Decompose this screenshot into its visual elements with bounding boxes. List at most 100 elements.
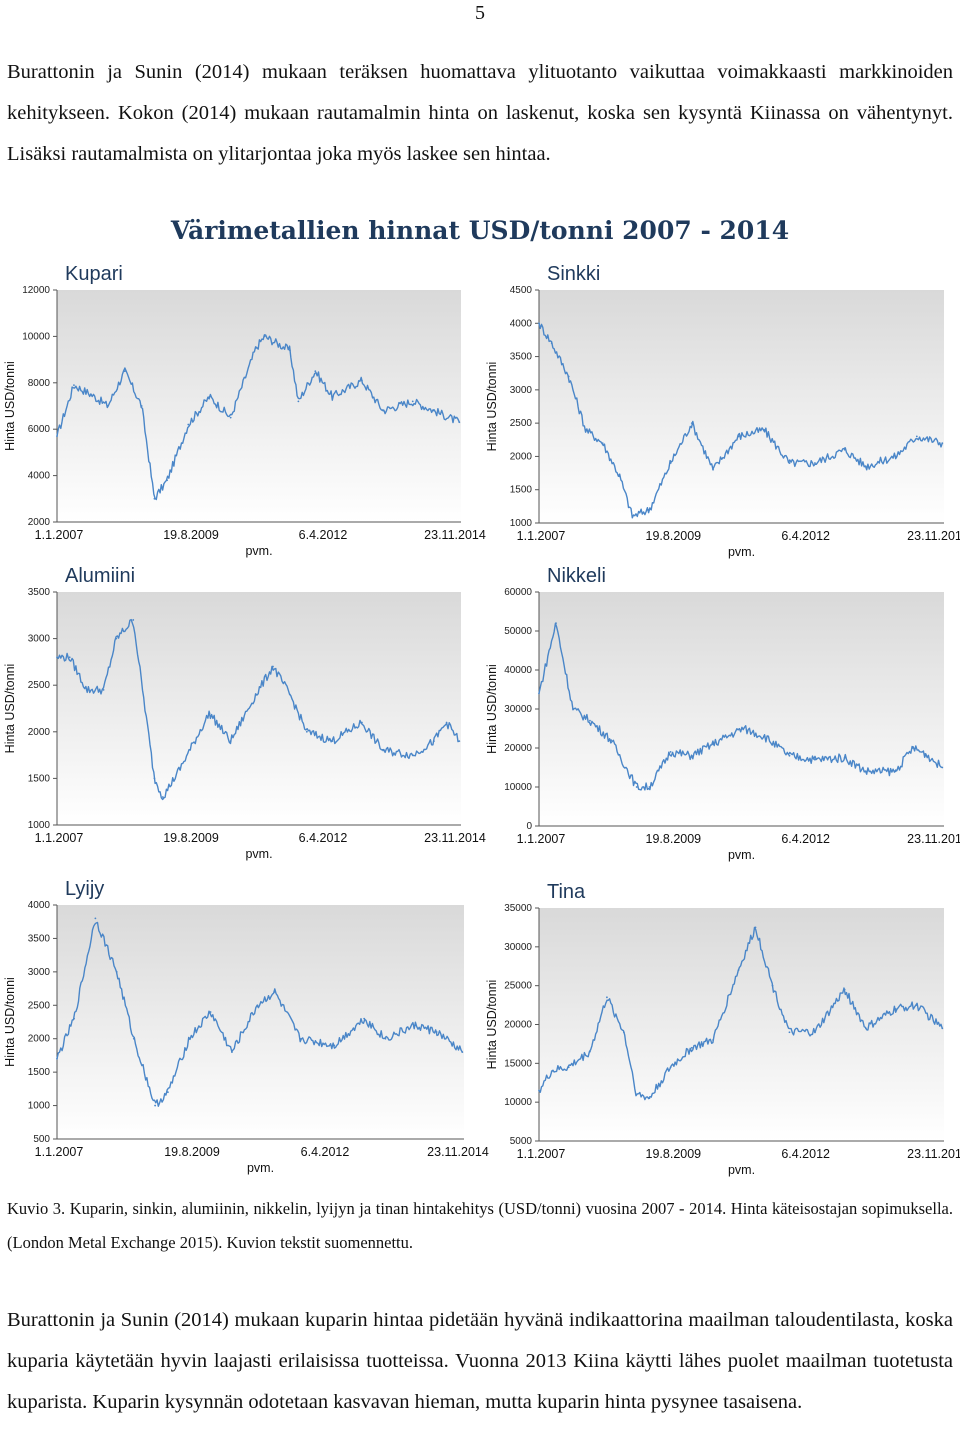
y-axis-label: Hinta USD/tonni [485,664,499,754]
y-tick-label: 3000 [28,967,51,978]
data-point [941,766,944,769]
data-point [814,1031,816,1034]
data-point [363,1017,366,1020]
data-point [712,1039,714,1041]
data-point [690,1046,693,1049]
data-point [648,786,651,788]
data-point [187,423,190,426]
y-tick-label: 15000 [504,1058,532,1069]
data-point [610,739,613,742]
figure-caption: Kuvio 3. Kuparin, sinkin, alumiinin, nik… [7,1199,953,1252]
data-point [648,1097,651,1100]
y-tick-label: 2500 [28,680,51,691]
data-point [690,422,693,425]
x-axis-label: pvm. [728,1163,755,1177]
data-point [361,379,363,382]
data-point [56,435,58,438]
data-point [584,428,587,431]
y-tick-label: 10000 [504,1097,532,1108]
x-tick-label: 19.8.2009 [163,528,219,542]
plot-area [539,908,944,1141]
data-point [229,740,232,743]
y-tick-label: 3500 [28,933,51,944]
y-axis-label: Hinta USD/tonni [485,362,499,452]
figure-title: Värimetallien hinnat USD/tonni 2007 - 20… [170,216,790,245]
data-point [589,1050,591,1053]
plot-area [57,905,464,1139]
y-axis-label: Hinta USD/tonni [3,664,17,754]
data-point [140,405,143,407]
x-tick-label: 1.1.2007 [517,832,566,846]
y-tick-label: 4500 [510,285,533,296]
data-point [208,395,211,398]
data-point [814,758,816,761]
y-tick-label: 20000 [504,1020,532,1031]
data-point [771,984,774,987]
data-point [166,479,169,482]
data-point [188,1037,191,1040]
data-point [384,1037,387,1040]
x-tick-label: 23.11.2014 [907,529,960,543]
data-point [550,342,553,345]
chart-panel-alumiini: 1000 1500 2000 2500 3000 3500 1.1.2007 19.8.200… [3,565,486,861]
data-point [894,455,897,458]
page-number: 5 [475,2,485,24]
data-point [843,448,846,451]
y-axis-label: Hinta USD/tonni [3,361,17,451]
data-point [297,400,300,403]
data-point [132,1037,135,1040]
y-tick-label: 6000 [28,424,51,435]
y-tick-label: 10000 [504,782,532,793]
x-axis-label: pvm. [247,1161,274,1175]
data-point [382,409,384,412]
data-point [411,400,414,403]
y-tick-label: 20000 [504,743,532,754]
data-point [432,740,435,743]
y-tick-label: 1000 [510,518,533,529]
y-tick-label: 3500 [510,352,533,363]
chart-title: Alumiini [65,565,135,587]
x-tick-label: 19.8.2009 [164,1145,220,1159]
data-point [255,347,257,349]
data-point [414,1024,417,1027]
x-tick-label: 6.4.2012 [781,529,830,543]
data-point [68,656,71,659]
data-point [843,756,846,759]
data-point [229,416,232,419]
data-point [669,751,672,753]
data-point [915,435,918,438]
data-point [763,428,765,431]
paragraph-1: Burattonin ja Sunin (2014) mukaan teräks… [7,61,953,165]
data-point [864,1027,867,1030]
data-point [132,619,135,621]
data-point [572,708,574,710]
x-tick-label: 19.8.2009 [646,529,702,543]
data-point [314,370,317,373]
x-tick-label: 1.1.2007 [35,528,84,542]
chart-panel-lyijy: 500 1000 1500 2000 2500 3000 3500 4000 1.1.2007 1… [3,878,489,1175]
data-point [589,719,591,722]
data-point [458,740,461,743]
y-tick-label: 3000 [28,634,51,645]
data-point [153,777,156,780]
plot-area [57,290,461,522]
y-tick-label: 5000 [510,1136,533,1147]
data-point [435,1031,438,1033]
data-point [289,693,291,696]
price-series-line [56,921,463,1107]
x-tick-label: 1.1.2007 [517,529,566,543]
y-tick-label: 30000 [504,704,532,715]
y-tick-label: 50000 [504,626,532,637]
data-point [864,465,867,468]
chart-panel-tina: 5000 10000 15000 20000 25000 30000 35000 1.1.20… [485,881,960,1177]
price-series-line [56,618,460,801]
data-point [911,747,914,749]
data-point [924,752,927,755]
data-point [333,1044,336,1047]
data-point [273,991,276,993]
data-point [331,395,334,398]
data-point [606,996,608,999]
y-tick-label: 1000 [28,820,51,831]
y-tick-label: 35000 [504,903,532,914]
data-point [894,1008,897,1010]
